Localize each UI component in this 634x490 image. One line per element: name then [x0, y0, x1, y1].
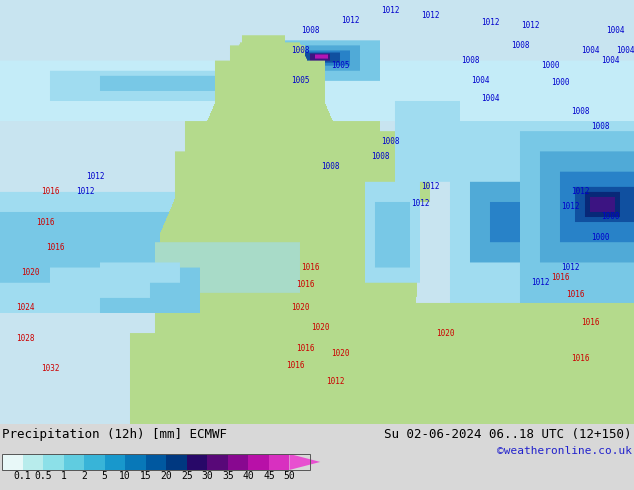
Bar	[23, 454, 43, 470]
Text: 1012: 1012	[560, 263, 579, 272]
Text: 1016: 1016	[46, 243, 64, 252]
Text: 1016: 1016	[571, 354, 589, 363]
Text: 1004: 1004	[481, 95, 499, 103]
Text: 1020: 1020	[436, 328, 454, 338]
Text: Su 02-06-2024 06..18 UTC (12+150): Su 02-06-2024 06..18 UTC (12+150)	[384, 428, 632, 441]
Text: 1004: 1004	[471, 76, 489, 85]
Bar	[2, 454, 23, 470]
Text: 1008: 1008	[591, 122, 609, 131]
Text: 1016: 1016	[41, 187, 59, 196]
Text: 1008: 1008	[461, 56, 479, 65]
Text: 5: 5	[101, 471, 108, 481]
Bar	[269, 454, 290, 470]
Text: 1016: 1016	[286, 361, 304, 370]
Text: 2: 2	[81, 471, 87, 481]
Text: 1020: 1020	[291, 303, 309, 312]
Text: 1012: 1012	[411, 199, 429, 208]
Bar	[249, 454, 269, 470]
Text: 1012: 1012	[326, 377, 344, 386]
Text: 1004: 1004	[605, 26, 624, 35]
Text: 1032: 1032	[41, 364, 59, 373]
Text: 1008: 1008	[301, 26, 320, 35]
Bar	[84, 454, 105, 470]
Text: 1012: 1012	[86, 172, 104, 181]
Text: 1000: 1000	[551, 78, 569, 87]
Polygon shape	[290, 454, 320, 470]
Text: 1012: 1012	[560, 202, 579, 211]
Text: 1016: 1016	[551, 273, 569, 282]
Text: 10: 10	[119, 471, 131, 481]
Text: 1016: 1016	[295, 280, 314, 289]
Text: 1016: 1016	[566, 290, 585, 299]
Bar	[125, 454, 146, 470]
Text: 20: 20	[160, 471, 172, 481]
Bar	[228, 454, 249, 470]
Text: 1024: 1024	[16, 303, 34, 312]
Text: 1012: 1012	[75, 187, 94, 196]
Text: 1008: 1008	[511, 41, 529, 50]
Bar	[2, 454, 310, 470]
Text: 1012: 1012	[571, 187, 589, 196]
Text: 1005: 1005	[291, 76, 309, 85]
Text: 1012: 1012	[421, 11, 439, 20]
Text: Precipitation (12h) [mm] ECMWF: Precipitation (12h) [mm] ECMWF	[2, 428, 227, 441]
Text: 0.5: 0.5	[34, 471, 52, 481]
Text: 1020: 1020	[21, 268, 39, 277]
Bar	[166, 454, 187, 470]
Text: 1004: 1004	[601, 56, 619, 65]
Text: 1000: 1000	[541, 61, 559, 70]
Text: 1020: 1020	[331, 349, 349, 358]
Text: ©weatheronline.co.uk: ©weatheronline.co.uk	[497, 446, 632, 456]
Text: 1005: 1005	[331, 61, 349, 70]
Text: 1008: 1008	[321, 162, 339, 171]
Text: 1012: 1012	[481, 18, 499, 26]
Text: 1000: 1000	[601, 213, 619, 221]
Text: 25: 25	[181, 471, 193, 481]
Bar	[207, 454, 228, 470]
Text: 1000: 1000	[591, 233, 609, 242]
Text: 1016: 1016	[581, 318, 599, 327]
Bar	[63, 454, 84, 470]
Text: 30: 30	[202, 471, 213, 481]
Text: 1016: 1016	[36, 218, 55, 226]
Text: 1028: 1028	[16, 334, 34, 343]
Text: 1008: 1008	[571, 106, 589, 116]
Text: 1008: 1008	[371, 152, 389, 161]
Text: 1012: 1012	[531, 278, 549, 287]
Text: 1016: 1016	[295, 343, 314, 353]
Text: 1012: 1012	[381, 5, 399, 15]
Text: 50: 50	[283, 471, 295, 481]
Text: 35: 35	[222, 471, 234, 481]
Text: 1008: 1008	[381, 137, 399, 146]
Text: 1008: 1008	[291, 46, 309, 55]
Text: 40: 40	[243, 471, 254, 481]
Text: 1004: 1004	[616, 46, 634, 55]
Bar	[146, 454, 166, 470]
Bar	[105, 454, 125, 470]
Text: 1004: 1004	[581, 46, 599, 55]
Text: 15: 15	[140, 471, 152, 481]
Bar	[43, 454, 63, 470]
Text: 1: 1	[61, 471, 67, 481]
Text: 1016: 1016	[301, 263, 320, 272]
Text: 1020: 1020	[311, 323, 329, 333]
Text: 0.1: 0.1	[14, 471, 31, 481]
Text: 1012: 1012	[340, 16, 359, 24]
Text: 45: 45	[263, 471, 275, 481]
Text: 1012: 1012	[521, 21, 540, 30]
Text: 1012: 1012	[421, 182, 439, 191]
Bar	[187, 454, 207, 470]
